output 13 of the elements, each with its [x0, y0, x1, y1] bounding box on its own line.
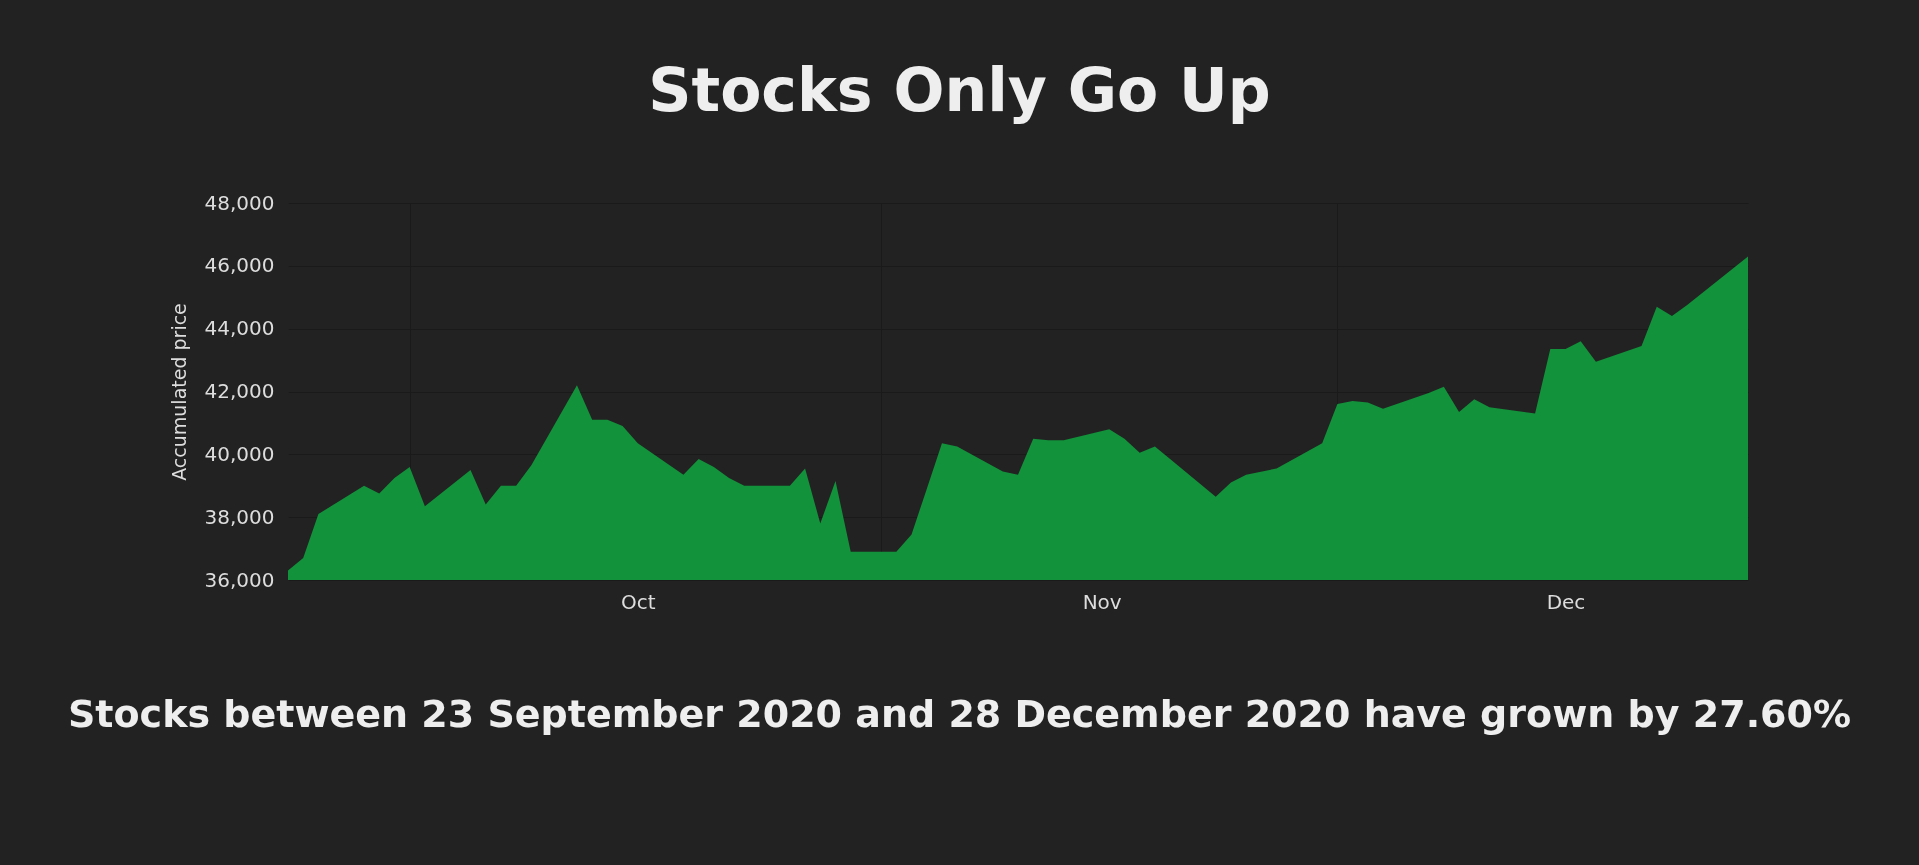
y-axis-title: Accumulated price	[167, 303, 190, 481]
x-tick-label: Nov	[1082, 589, 1122, 614]
x-tick-label: Dec	[1546, 589, 1586, 614]
y-tick-label: 40,000	[204, 441, 275, 466]
text: Stocks between 23 September 2020 and 28 December 2020 have grown by 27.60%	[67, 692, 1852, 736]
y-tick-label: 48,000	[204, 190, 275, 215]
y-tick-label: 42,000	[204, 379, 275, 403]
y-tick-label: 46,000	[204, 253, 275, 278]
x-tick-label: Oct	[620, 589, 656, 614]
y-tick-label: 44,000	[204, 316, 275, 341]
y-tick-label: 36,000	[204, 567, 275, 592]
chart-title: Stocks Only Go Up	[648, 55, 1271, 125]
y-tick-label: 38,000	[204, 504, 275, 529]
